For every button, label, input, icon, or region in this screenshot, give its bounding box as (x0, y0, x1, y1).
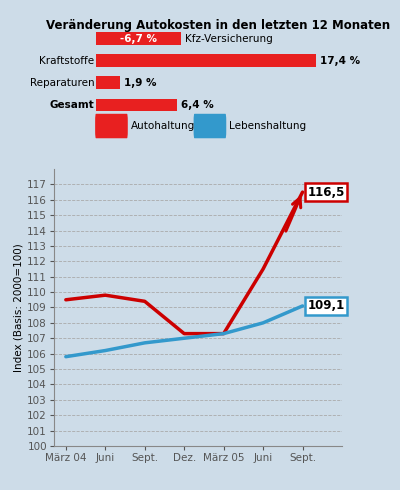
Text: -6,7 %: -6,7 % (120, 34, 157, 44)
Text: 109,1: 109,1 (307, 299, 344, 313)
Text: 116,5: 116,5 (307, 186, 345, 198)
Text: 6,4 %: 6,4 % (181, 100, 214, 110)
Text: Lebenshaltung: Lebenshaltung (229, 121, 306, 131)
Bar (96, 32, 181, 45)
Text: Kraftstoffe: Kraftstoffe (40, 56, 95, 66)
Y-axis label: Index (Basis: 2000=100): Index (Basis: 2000=100) (13, 243, 23, 372)
FancyBboxPatch shape (95, 114, 128, 138)
Bar (96, 98, 177, 111)
Text: Autohaltung: Autohaltung (131, 121, 195, 131)
Text: Gesamt: Gesamt (50, 100, 95, 110)
Text: Kfz-Versicherung: Kfz-Versicherung (185, 34, 272, 44)
Text: 17,4 %: 17,4 % (320, 56, 360, 66)
Bar (96, 76, 120, 89)
Text: Veränderung Autokosten in den letzten 12 Monaten: Veränderung Autokosten in den letzten 12… (46, 20, 390, 32)
Text: Reparaturen: Reparaturen (30, 78, 95, 88)
FancyBboxPatch shape (194, 114, 226, 138)
Bar (96, 54, 316, 67)
Text: 1,9 %: 1,9 % (124, 78, 156, 88)
